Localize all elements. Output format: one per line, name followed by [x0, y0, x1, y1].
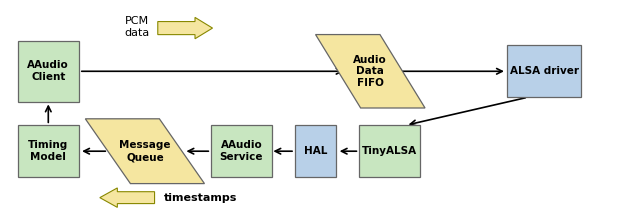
Text: AAudio
Service: AAudio Service [220, 140, 263, 162]
Text: timestamps: timestamps [164, 193, 238, 203]
Text: ALSA driver: ALSA driver [509, 66, 579, 76]
Polygon shape [158, 17, 213, 39]
Polygon shape [85, 119, 205, 184]
FancyBboxPatch shape [211, 125, 272, 177]
Text: Timing
Model: Timing Model [28, 140, 68, 162]
FancyBboxPatch shape [507, 45, 581, 97]
FancyBboxPatch shape [17, 125, 79, 177]
FancyBboxPatch shape [359, 125, 420, 177]
Polygon shape [316, 35, 425, 108]
Text: Message
Queue: Message Queue [119, 140, 171, 162]
Text: PCM
data: PCM data [125, 16, 150, 38]
Text: AAudio
Client: AAudio Client [28, 60, 69, 82]
Text: TinyALSA: TinyALSA [362, 146, 417, 156]
Text: HAL: HAL [304, 146, 327, 156]
FancyBboxPatch shape [17, 41, 79, 102]
Text: Audio
Data
FIFO: Audio Data FIFO [354, 55, 387, 88]
Polygon shape [100, 188, 155, 207]
FancyBboxPatch shape [294, 125, 336, 177]
